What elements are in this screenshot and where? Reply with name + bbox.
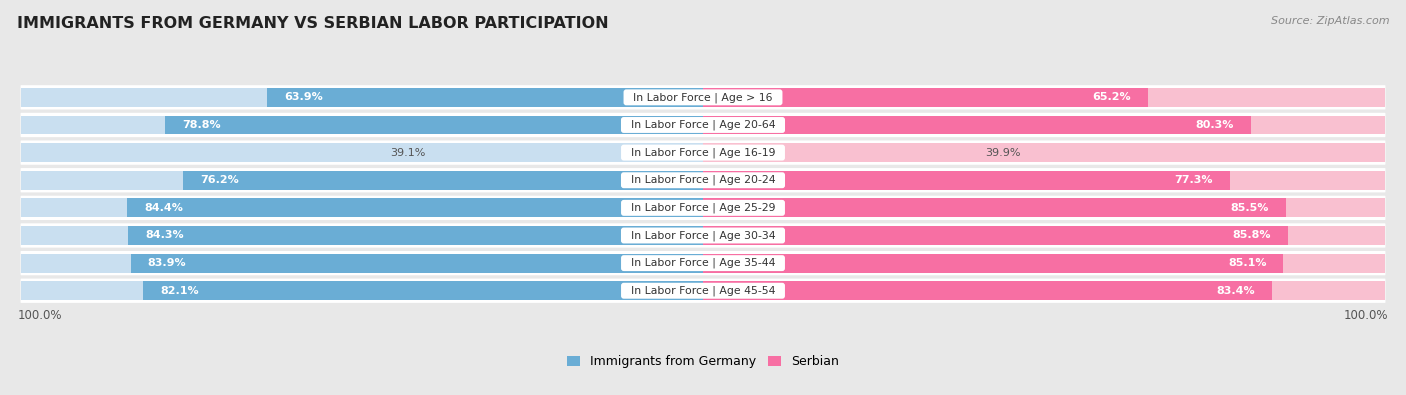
Text: 39.9%: 39.9% [986, 148, 1021, 158]
FancyBboxPatch shape [21, 226, 128, 245]
Text: 85.1%: 85.1% [1227, 258, 1267, 268]
Text: 82.1%: 82.1% [160, 286, 198, 296]
Text: In Labor Force | Age 25-29: In Labor Force | Age 25-29 [624, 203, 782, 213]
FancyBboxPatch shape [703, 116, 1251, 134]
FancyBboxPatch shape [703, 281, 1272, 300]
FancyBboxPatch shape [128, 198, 703, 217]
FancyBboxPatch shape [21, 113, 1385, 137]
Text: 83.4%: 83.4% [1216, 286, 1254, 296]
FancyBboxPatch shape [128, 226, 703, 245]
Text: In Labor Force | Age 45-54: In Labor Force | Age 45-54 [624, 286, 782, 296]
FancyBboxPatch shape [21, 171, 183, 190]
FancyBboxPatch shape [703, 88, 1147, 107]
FancyBboxPatch shape [1288, 226, 1385, 245]
FancyBboxPatch shape [267, 88, 703, 107]
FancyBboxPatch shape [1230, 171, 1385, 190]
FancyBboxPatch shape [1147, 88, 1385, 107]
FancyBboxPatch shape [1284, 254, 1385, 273]
FancyBboxPatch shape [166, 116, 703, 134]
Text: In Labor Force | Age 16-19: In Labor Force | Age 16-19 [624, 147, 782, 158]
Text: In Labor Force | Age 20-64: In Labor Force | Age 20-64 [624, 120, 782, 130]
FancyBboxPatch shape [976, 143, 1385, 162]
FancyBboxPatch shape [703, 143, 976, 162]
Text: 76.2%: 76.2% [200, 175, 239, 185]
Text: In Labor Force | Age 35-44: In Labor Force | Age 35-44 [624, 258, 782, 268]
Text: 85.8%: 85.8% [1233, 231, 1271, 241]
Text: 77.3%: 77.3% [1175, 175, 1213, 185]
FancyBboxPatch shape [1272, 281, 1385, 300]
Text: 80.3%: 80.3% [1195, 120, 1233, 130]
Text: 65.2%: 65.2% [1092, 92, 1130, 102]
Text: Source: ZipAtlas.com: Source: ZipAtlas.com [1271, 16, 1389, 26]
FancyBboxPatch shape [21, 254, 131, 273]
FancyBboxPatch shape [1251, 116, 1385, 134]
Text: 78.8%: 78.8% [183, 120, 221, 130]
FancyBboxPatch shape [703, 254, 1284, 273]
Text: 100.0%: 100.0% [1344, 309, 1389, 322]
Text: 39.1%: 39.1% [391, 148, 426, 158]
Text: 63.9%: 63.9% [284, 92, 323, 102]
FancyBboxPatch shape [183, 171, 703, 190]
FancyBboxPatch shape [21, 223, 1385, 248]
FancyBboxPatch shape [1286, 198, 1385, 217]
FancyBboxPatch shape [21, 88, 267, 107]
FancyBboxPatch shape [21, 281, 143, 300]
FancyBboxPatch shape [21, 116, 166, 134]
FancyBboxPatch shape [143, 281, 703, 300]
FancyBboxPatch shape [21, 141, 1385, 165]
Text: In Labor Force | Age > 16: In Labor Force | Age > 16 [626, 92, 780, 103]
Text: In Labor Force | Age 30-34: In Labor Force | Age 30-34 [624, 230, 782, 241]
Text: 85.5%: 85.5% [1230, 203, 1270, 213]
FancyBboxPatch shape [703, 171, 1230, 190]
FancyBboxPatch shape [21, 251, 1385, 275]
Text: 84.3%: 84.3% [145, 231, 184, 241]
FancyBboxPatch shape [21, 85, 1385, 109]
FancyBboxPatch shape [436, 143, 703, 162]
FancyBboxPatch shape [703, 226, 1288, 245]
Legend: Immigrants from Germany, Serbian: Immigrants from Germany, Serbian [562, 350, 844, 373]
FancyBboxPatch shape [21, 278, 1385, 303]
FancyBboxPatch shape [21, 198, 128, 217]
FancyBboxPatch shape [21, 143, 436, 162]
Text: In Labor Force | Age 20-24: In Labor Force | Age 20-24 [624, 175, 782, 186]
FancyBboxPatch shape [21, 196, 1385, 220]
FancyBboxPatch shape [21, 168, 1385, 192]
FancyBboxPatch shape [131, 254, 703, 273]
Text: 84.4%: 84.4% [145, 203, 183, 213]
Text: 100.0%: 100.0% [17, 309, 62, 322]
Text: IMMIGRANTS FROM GERMANY VS SERBIAN LABOR PARTICIPATION: IMMIGRANTS FROM GERMANY VS SERBIAN LABOR… [17, 16, 609, 31]
Text: 83.9%: 83.9% [148, 258, 187, 268]
FancyBboxPatch shape [703, 198, 1286, 217]
